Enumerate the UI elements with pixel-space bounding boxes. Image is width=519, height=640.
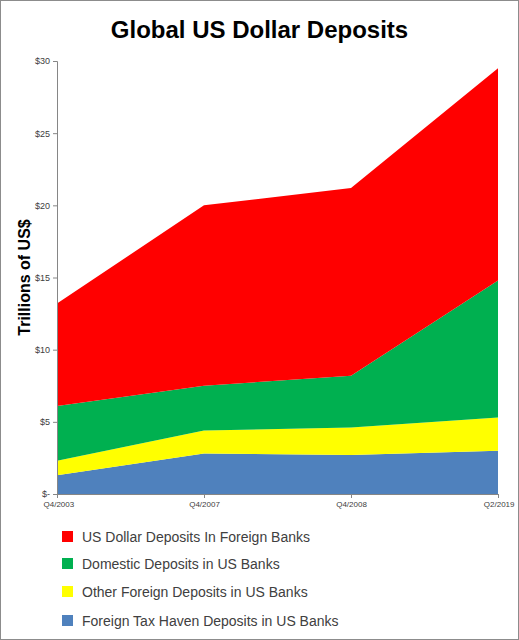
title: Global US Dollar Deposits: [111, 16, 408, 43]
y-tick-label: $5: [40, 417, 50, 427]
legend: US Dollar Deposits In Foreign Banks Domes…: [62, 529, 339, 629]
y-tick-mark: [53, 422, 57, 423]
y-axis-line: [53, 62, 58, 495]
y-tick-mark: [53, 350, 57, 351]
y-tick-mark: [53, 494, 57, 495]
x-axis-line: [58, 495, 499, 499]
area: [57, 68, 498, 406]
y-tick-label: $15: [35, 273, 50, 283]
y-tick: $10: [35, 345, 57, 355]
x-tick: Q2/2019: [484, 494, 515, 509]
legend-swatch: [62, 615, 73, 626]
y-tick-label: $30: [35, 56, 50, 66]
legend-label: Foreign Tax Haven Deposits in US Banks: [82, 613, 339, 629]
x-tick-label: Q2/2019: [484, 500, 515, 509]
y-tick-label: $20: [35, 201, 50, 211]
y-tick-label: $25: [35, 129, 50, 139]
y-tick: $15: [35, 273, 57, 283]
x-tick-label: Q4/2008: [336, 500, 367, 509]
x-tick-mark: [498, 494, 499, 498]
y-tick-label: $-: [42, 489, 50, 499]
y-tick: $5: [40, 417, 57, 427]
y-axis-title: Trillions of US$: [16, 219, 33, 336]
y-axis: $- $5 $10 $15 $20 $25 $30: [35, 56, 58, 499]
x-tick: Q4/2003: [44, 494, 75, 509]
legend-swatch: [62, 586, 73, 597]
x-tick: Q4/2007: [189, 494, 220, 509]
x-tick-mark: [351, 494, 352, 498]
y-tick: $20: [35, 201, 57, 211]
y-tick-mark: [53, 278, 57, 279]
y-tick: $30: [35, 56, 57, 66]
legend-label: US Dollar Deposits In Foreign Banks: [82, 529, 310, 545]
legend-swatch: [62, 558, 73, 569]
x-tick-mark: [57, 494, 58, 498]
chart-border: [1, 1, 519, 640]
y-tick: $-: [42, 489, 57, 499]
x-tick-label: Q4/2003: [44, 500, 75, 509]
legend-label: Other Foreign Deposits in US Banks: [82, 584, 308, 600]
y-tick-label: $10: [35, 345, 50, 355]
y-tick-mark: [53, 133, 57, 134]
x-axis: Q4/2003 Q4/2007 Q4/2008 Q2/2019: [44, 494, 516, 509]
x-tick-label: Q4/2007: [189, 500, 220, 509]
y-tick-mark: [53, 205, 57, 206]
legend-label: Domestic Deposits in US Banks: [82, 556, 280, 572]
x-tick-mark: [204, 494, 205, 498]
chart: Global US Dollar Deposits Trillions of US…: [0, 0, 519, 640]
legend-swatch: [62, 531, 73, 542]
y-tick-mark: [53, 61, 57, 62]
y-tick: $25: [35, 129, 57, 139]
areas: [57, 68, 498, 494]
x-tick: Q4/2008: [336, 494, 367, 509]
